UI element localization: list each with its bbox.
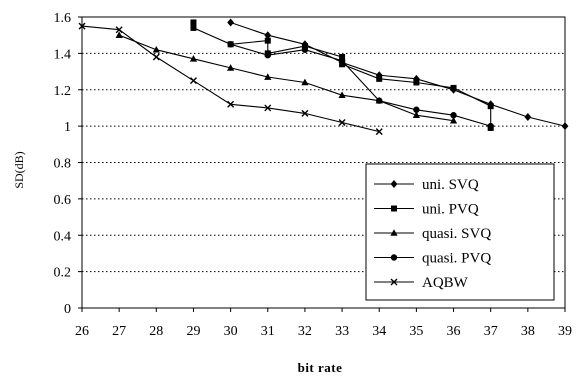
- data-point-triangle: [412, 111, 420, 119]
- y-tick-label: 1: [64, 120, 71, 135]
- series-group: [78, 18, 569, 136]
- data-point-cross: [152, 53, 160, 61]
- x-axis-ticks: 26 27 28 29 30 31 32 33 34 35 36 37 38 39: [75, 308, 572, 339]
- legend-entry: uni. SVQ: [374, 177, 479, 193]
- legend-box: [365, 163, 555, 301]
- x-tick-label: 34: [372, 324, 386, 339]
- data-point-square: [301, 43, 308, 50]
- series-1: [227, 18, 569, 131]
- legend-label: uni. SVQ: [422, 177, 479, 193]
- data-point-square: [190, 19, 197, 26]
- x-tick-label: 39: [558, 324, 572, 339]
- legend-label: uni. PVQ: [422, 202, 479, 218]
- x-tick-label: 30: [224, 324, 238, 339]
- data-point-cross: [375, 128, 383, 136]
- data-point-cross: [390, 278, 398, 286]
- data-point-cross: [78, 22, 86, 30]
- data-point-square: [339, 61, 346, 68]
- data-point-square: [391, 205, 397, 212]
- x-tick-label: 32: [298, 324, 312, 339]
- data-point-square: [450, 84, 457, 91]
- y-tick-label: 0.6: [54, 193, 72, 208]
- data-point-triangle: [301, 78, 309, 86]
- legend-entry: uni. PVQ: [374, 202, 479, 218]
- x-tick-label: 38: [521, 324, 535, 339]
- data-point-cross: [338, 118, 346, 126]
- x-tick-label: 27: [112, 324, 126, 339]
- x-tick-label: 26: [75, 324, 89, 339]
- data-point-cross: [301, 109, 309, 117]
- data-point-square: [376, 75, 383, 82]
- data-point-circle: [390, 254, 398, 261]
- data-point-cross: [115, 26, 123, 34]
- data-point-diamond: [375, 71, 383, 80]
- data-point-diamond: [264, 31, 272, 40]
- series-line: [118, 34, 454, 122]
- legend-entry: quasi. PVQ: [374, 251, 491, 267]
- legend-entry: AQBW: [374, 275, 469, 291]
- data-point-circle: [487, 122, 494, 130]
- legend: uni. SVQ uni. PVQ quasi. SVQ quasi. PVQ AQBW: [365, 163, 555, 301]
- y-tick-label: 1.6: [54, 11, 72, 26]
- data-point-triangle: [115, 31, 123, 38]
- series-line: [192, 22, 492, 128]
- y-tick-label: 0.8: [54, 157, 72, 172]
- y-tick-label: 1.4: [54, 47, 72, 62]
- data-point-triangle: [264, 73, 272, 80]
- series-3: [115, 31, 458, 124]
- data-point-square: [339, 54, 346, 61]
- data-point-cross: [189, 77, 197, 85]
- data-point-circle: [376, 97, 383, 104]
- x-axis-label: bit rate: [298, 360, 343, 375]
- x-tick-label: 37: [484, 324, 498, 339]
- data-point-triangle: [227, 64, 235, 71]
- data-point-circle: [227, 41, 234, 48]
- data-point-cross: [227, 100, 235, 108]
- series-line: [230, 43, 491, 127]
- data-point-triangle: [449, 116, 458, 124]
- y-tick-label: 0: [64, 302, 71, 317]
- x-tick-label: 36: [447, 324, 461, 339]
- series-4: [227, 41, 494, 130]
- y-axis-ticks: 0 0.2 0.4 0.6 0.8 1 1.2 1.4 1.6: [54, 11, 82, 317]
- x-tick-label: 31: [261, 324, 275, 339]
- data-point-square: [413, 79, 420, 86]
- data-point-triangle: [189, 55, 198, 62]
- data-point-circle: [413, 106, 420, 113]
- data-point-diamond: [524, 113, 532, 122]
- y-tick-label: 0.2: [54, 266, 72, 281]
- legend-label: quasi. PVQ: [422, 251, 491, 267]
- y-tick-label: 1.2: [54, 84, 72, 99]
- legend-label: quasi. SVQ: [422, 226, 491, 242]
- data-point-triangle: [338, 91, 346, 99]
- data-point-square: [487, 103, 494, 110]
- data-point-circle: [450, 112, 457, 119]
- data-point-diamond: [390, 180, 398, 188]
- y-axis-label: SD(dB): [12, 151, 26, 188]
- y-tick-label: 0.4: [54, 229, 72, 244]
- x-tick-label: 33: [335, 324, 349, 339]
- data-point-circle: [264, 51, 271, 59]
- data-point-triangle: [152, 45, 160, 53]
- x-tick-label: 29: [186, 324, 200, 339]
- data-point-triangle: [390, 229, 398, 236]
- x-tick-label: 35: [409, 324, 423, 339]
- data-point-square: [190, 24, 197, 31]
- data-point-diamond: [561, 122, 569, 131]
- legend-label: AQBW: [422, 275, 469, 291]
- data-point-diamond: [227, 18, 235, 27]
- x-tick-label: 28: [149, 324, 163, 339]
- data-point-circle: [338, 57, 346, 64]
- data-point-cross: [264, 104, 272, 112]
- series-5: [78, 22, 383, 136]
- legend-entry: quasi. SVQ: [374, 226, 491, 242]
- series-line: [230, 21, 566, 127]
- data-point-circle: [301, 46, 309, 53]
- data-point-square: [264, 37, 271, 44]
